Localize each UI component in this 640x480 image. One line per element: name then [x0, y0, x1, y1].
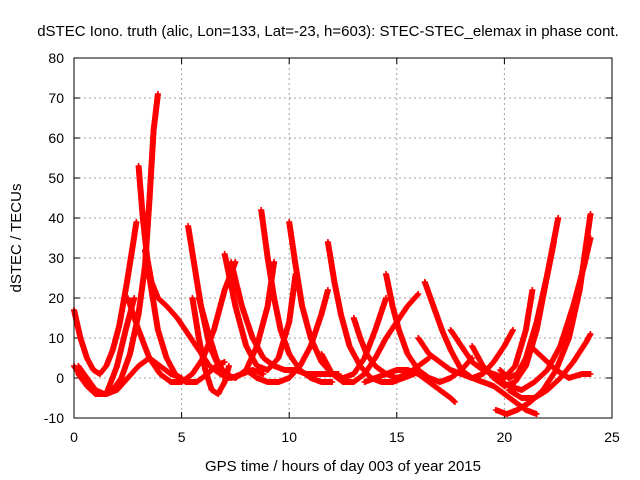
data-point — [225, 363, 232, 369]
y-tick-label: 40 — [48, 210, 64, 226]
series-29 — [527, 343, 594, 381]
data-point — [133, 219, 140, 225]
x-tick-label: 15 — [389, 429, 405, 445]
data-points — [71, 91, 594, 417]
data-point — [271, 259, 278, 265]
x-tick-label: 25 — [604, 429, 620, 445]
series-19 — [383, 271, 476, 385]
data-point — [587, 331, 594, 337]
plot-border — [73, 57, 613, 419]
x-tick-label: 20 — [497, 429, 513, 445]
series-27 — [479, 235, 594, 393]
x-tick-label: 5 — [178, 429, 186, 445]
series-15 — [243, 287, 331, 385]
data-point — [324, 287, 331, 293]
series-20 — [421, 279, 516, 381]
x-tick-labels: 0 5 10 15 20 25 — [70, 429, 620, 445]
data-point — [329, 379, 336, 385]
data-point — [221, 359, 228, 365]
x-tick-label: 10 — [281, 429, 297, 445]
y-tick-label: 80 — [48, 50, 64, 66]
data-point — [260, 371, 267, 377]
y-tick-label: -10 — [44, 410, 64, 426]
series-28 — [505, 331, 594, 401]
data-point — [555, 215, 562, 221]
data-point — [533, 411, 540, 417]
series-13 — [258, 207, 336, 385]
data-point — [451, 399, 458, 405]
x-axis-label: GPS time / hours of day 003 of year 2015 — [205, 458, 481, 475]
data-point — [587, 371, 594, 377]
chart-title: dSTEC Iono. truth (alic, Lon=133, Lat=-2… — [37, 23, 619, 40]
y-axis-label: dSTEC / TECUs — [8, 184, 25, 293]
data-point — [510, 327, 516, 333]
y-tick-label: 30 — [48, 250, 64, 266]
y-tick-label: 50 — [48, 170, 64, 186]
series-11 — [221, 251, 299, 373]
series-7 — [142, 247, 228, 385]
y-tick-label: 20 — [48, 290, 64, 306]
series-21 — [361, 367, 458, 405]
y-tick-label: 70 — [48, 90, 64, 106]
series-9 — [189, 295, 232, 397]
series-1 — [71, 219, 140, 377]
data-point — [587, 235, 594, 241]
data-point — [415, 291, 422, 297]
y-tick-label: 0 — [56, 370, 64, 386]
y-tick-label: 10 — [48, 330, 64, 346]
y-tick-labels: -10 0 10 20 30 40 50 60 70 80 — [44, 50, 64, 426]
series-22 — [415, 335, 540, 417]
series-5 — [71, 295, 138, 397]
x-tick-label: 0 — [70, 429, 78, 445]
series-25 — [497, 239, 557, 381]
data-point — [131, 295, 138, 301]
data-point — [550, 239, 557, 245]
data-point — [154, 91, 161, 97]
data-point — [587, 211, 594, 217]
data-point — [529, 287, 536, 293]
y-tick-label: 60 — [48, 130, 64, 146]
